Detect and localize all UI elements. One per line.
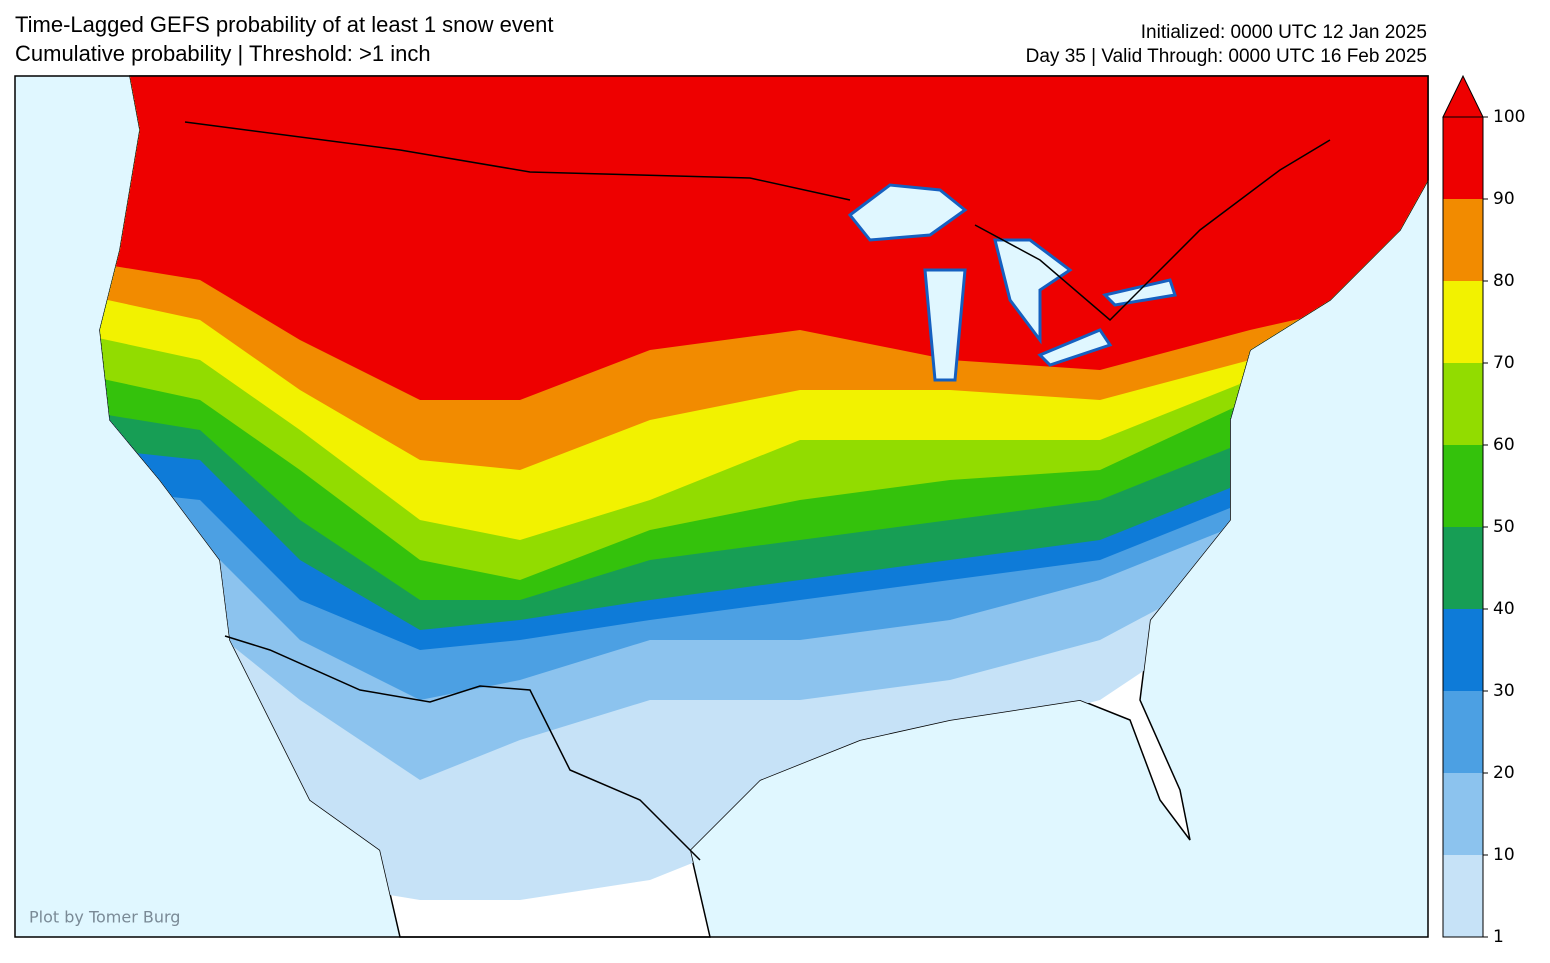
init-time: Initialized: 0000 UTC 12 Jan 2025 (1141, 22, 1427, 43)
colorbar-bin (1443, 855, 1483, 937)
colorbar-tick-label: 10 (1493, 845, 1515, 865)
colorbar-bin (1443, 199, 1483, 281)
colorbar-tick-label: 20 (1493, 763, 1515, 783)
colorbar-bin (1443, 363, 1483, 445)
colorbar-tick-label: 50 (1493, 517, 1515, 537)
borders (184, 121, 1331, 861)
colorbar-bin (1443, 609, 1483, 691)
colorbar-tick-label: 30 (1493, 681, 1515, 701)
colorbar-bin (1443, 281, 1483, 363)
colorbar: 1 10 20 30 40 50 60 70 80 90 100 (1442, 74, 1525, 947)
title: Time-Lagged GEFS probability of at least… (15, 12, 553, 37)
colorbar-tick-label: 70 (1493, 353, 1515, 373)
colorbar-bin (1443, 117, 1483, 199)
probability-band (100, 76, 1428, 400)
colorbar-bin (1443, 445, 1483, 527)
colorbar-tick-label: 40 (1493, 599, 1515, 619)
credit: Plot by Tomer Burg (29, 908, 180, 927)
colorbar-tick-label: 60 (1493, 435, 1515, 455)
colorbar-bin (1443, 527, 1483, 609)
colorbar-tick-label: 100 (1493, 107, 1525, 127)
valid-time: Day 35 | Valid Through: 0000 UTC 16 Feb … (1026, 46, 1427, 67)
colorbar-extend (1442, 74, 1484, 118)
map-frame (14, 75, 1429, 938)
colorbar-tick-label: 90 (1493, 189, 1515, 209)
colorbar-bin (1443, 773, 1483, 855)
colorbar-bin (1443, 691, 1483, 773)
probability-field (100, 76, 1428, 900)
colorbar-tick-label: 80 (1493, 271, 1515, 291)
subtitle: Cumulative probability | Threshold: >1 i… (15, 41, 431, 66)
colorbar-tick-label: 1 (1493, 927, 1504, 947)
great-lakes (847, 183, 1177, 382)
